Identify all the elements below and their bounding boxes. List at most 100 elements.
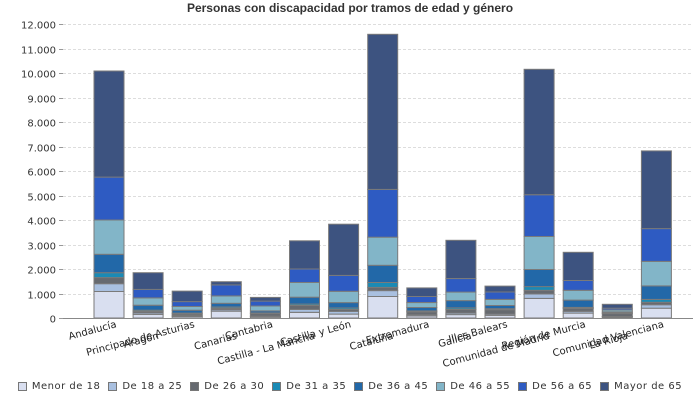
- legend-item[interactable]: De 46 a 55: [436, 381, 510, 392]
- bar-segment[interactable]: [93, 283, 125, 293]
- bar-stack[interactable]: [289, 240, 320, 319]
- bar-segment[interactable]: [367, 264, 399, 283]
- bar-stack[interactable]: [406, 287, 438, 319]
- bar-segment[interactable]: [445, 278, 477, 293]
- bar-segment[interactable]: [328, 313, 360, 319]
- bar-segment[interactable]: [484, 298, 516, 306]
- bar-segment[interactable]: [249, 296, 281, 302]
- bar-segment[interactable]: [171, 301, 203, 308]
- bar-segment[interactable]: [445, 300, 477, 309]
- bar-segment[interactable]: [249, 300, 281, 307]
- bar-segment[interactable]: [484, 285, 516, 293]
- bar-segment[interactable]: [406, 307, 438, 312]
- bar-stack[interactable]: [367, 33, 399, 319]
- bar-segment[interactable]: [289, 282, 320, 298]
- bar-stack[interactable]: [93, 70, 125, 319]
- bar-stack[interactable]: [562, 251, 594, 319]
- legend-label: Menor de 18: [31, 381, 101, 392]
- legend-item[interactable]: De 31 a 35: [272, 381, 346, 392]
- bar-segment[interactable]: [562, 280, 594, 291]
- bar-stack[interactable]: [445, 239, 477, 319]
- legend-label: De 31 a 35: [286, 381, 347, 392]
- legend-label: De 18 a 25: [122, 381, 183, 392]
- bar-segment[interactable]: [406, 302, 438, 309]
- bar-segment[interactable]: [289, 305, 320, 310]
- bar-stack[interactable]: [640, 150, 672, 319]
- bar-stack[interactable]: [249, 296, 281, 319]
- bar-segment[interactable]: [367, 290, 399, 298]
- bar-segment[interactable]: [601, 303, 633, 309]
- bar-segment[interactable]: [562, 312, 594, 319]
- bar-segment[interactable]: [93, 277, 125, 285]
- bar-segment[interactable]: [523, 235, 555, 270]
- bar-segment[interactable]: [93, 70, 125, 178]
- bar-segment[interactable]: [93, 219, 125, 255]
- bar-segment[interactable]: [289, 311, 320, 319]
- bar-segment[interactable]: [406, 295, 438, 303]
- bar-segment[interactable]: [367, 282, 399, 288]
- bar-segment[interactable]: [562, 299, 594, 308]
- bar-segment[interactable]: [523, 297, 555, 319]
- bar-segment[interactable]: [328, 290, 360, 304]
- bar-segment[interactable]: [93, 253, 125, 274]
- bar-segment[interactable]: [367, 33, 399, 190]
- bar-segment[interactable]: [328, 302, 360, 309]
- bar-segment[interactable]: [132, 304, 164, 311]
- bar-segment[interactable]: [445, 239, 477, 280]
- bar-segment[interactable]: [289, 240, 320, 270]
- bar-segment[interactable]: [640, 228, 672, 262]
- bar-stack[interactable]: [132, 272, 164, 319]
- bar-segment[interactable]: [328, 274, 360, 292]
- bar-segment[interactable]: [289, 296, 320, 305]
- bar-stack[interactable]: [210, 281, 242, 319]
- bar-segment[interactable]: [445, 291, 477, 302]
- bar-segment[interactable]: [640, 150, 672, 230]
- bar-segment[interactable]: [93, 291, 125, 319]
- legend-item[interactable]: De 26 a 30: [190, 381, 264, 392]
- bar-segment[interactable]: [93, 272, 125, 279]
- bar-segment[interactable]: [171, 306, 203, 311]
- bar-segment[interactable]: [328, 223, 360, 276]
- legend-item[interactable]: De 36 a 45: [354, 381, 428, 392]
- bar-segment[interactable]: [367, 236, 399, 266]
- bar-segment[interactable]: [249, 305, 281, 312]
- bar-segment[interactable]: [210, 302, 242, 308]
- bar-stack[interactable]: [484, 285, 516, 319]
- bar-segment[interactable]: [640, 260, 672, 287]
- bar-segment[interactable]: [523, 269, 555, 288]
- bar-segment[interactable]: [132, 288, 164, 299]
- legend-item[interactable]: De 56 a 65: [518, 381, 592, 392]
- bar-segment[interactable]: [367, 188, 399, 238]
- bar-segment[interactable]: [132, 272, 164, 290]
- bar-stack[interactable]: [171, 290, 203, 319]
- bar-segment[interactable]: [523, 286, 555, 291]
- bar-stack[interactable]: [328, 223, 360, 319]
- bar-segment[interactable]: [406, 287, 438, 297]
- bar-segment[interactable]: [367, 295, 399, 319]
- bar-segment[interactable]: [640, 307, 672, 319]
- bar-segment[interactable]: [484, 309, 516, 315]
- bar-segment[interactable]: [210, 310, 242, 319]
- bar-segment[interactable]: [210, 281, 242, 286]
- bar-segment[interactable]: [171, 290, 203, 303]
- bar-segment[interactable]: [523, 293, 555, 299]
- bar-segment[interactable]: [484, 291, 516, 300]
- bar-segment[interactable]: [562, 251, 594, 282]
- bar-stack[interactable]: [601, 303, 633, 319]
- bar-segment[interactable]: [523, 289, 555, 295]
- bar-segment[interactable]: [132, 297, 164, 306]
- bar-segment[interactable]: [289, 268, 320, 283]
- legend-item[interactable]: De 18 a 25: [108, 381, 182, 392]
- bar-segment[interactable]: [562, 289, 594, 301]
- bar-segment[interactable]: [640, 304, 672, 309]
- bar-segment[interactable]: [523, 194, 555, 238]
- bar-segment[interactable]: [210, 295, 242, 304]
- legend-item[interactable]: Mayor de 65: [600, 381, 682, 392]
- legend-item[interactable]: Menor de 18: [17, 381, 101, 392]
- bar-stack[interactable]: [523, 68, 555, 319]
- bar-segment[interactable]: [523, 68, 555, 196]
- bar-segment[interactable]: [445, 314, 477, 319]
- bar-segment[interactable]: [93, 176, 125, 221]
- bar-segment[interactable]: [640, 285, 672, 300]
- bar-segment[interactable]: [210, 284, 242, 297]
